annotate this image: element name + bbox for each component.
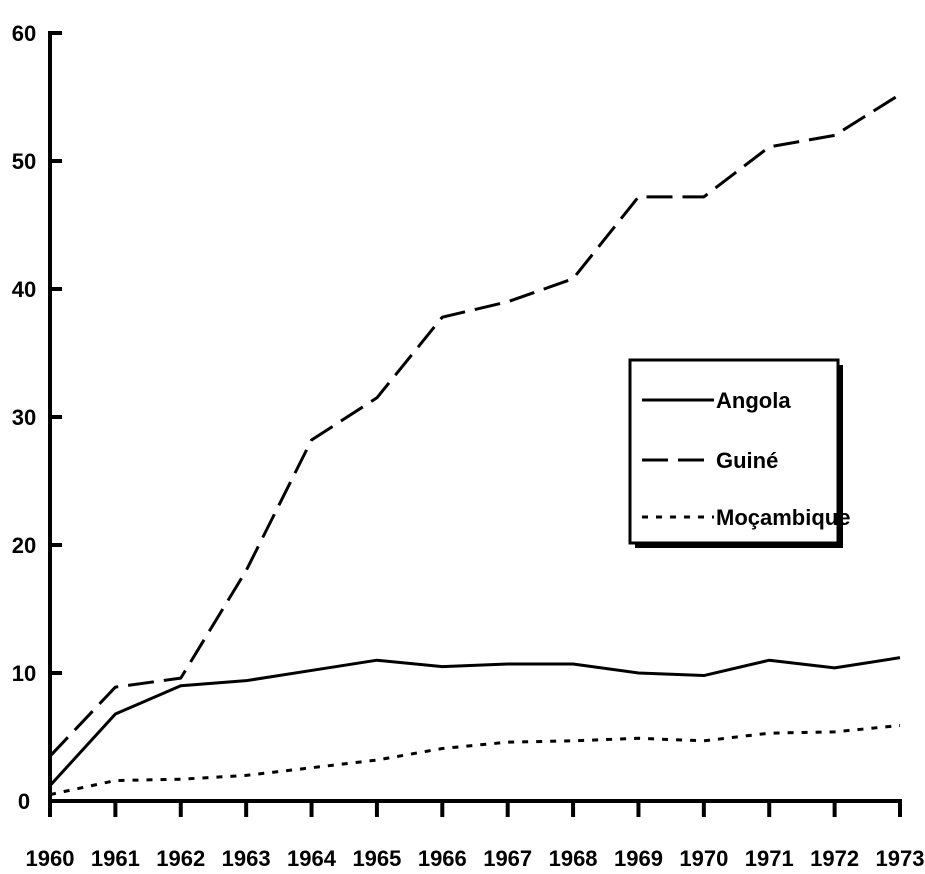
x-tick-label: 1961 <box>91 846 140 871</box>
y-tick-label: 20 <box>12 533 36 558</box>
x-tick-label: 1967 <box>483 846 532 871</box>
series-line-guin <box>48 93 901 758</box>
x-tick-label: 1966 <box>418 846 467 871</box>
series-line-angola <box>48 656 901 787</box>
y-tick-label: 10 <box>12 661 36 686</box>
y-tick-label: 50 <box>12 149 36 174</box>
x-tick-label: 1969 <box>614 846 663 871</box>
series-line-moambique <box>49 723 901 797</box>
y-tick-label: 30 <box>12 405 36 430</box>
x-tick-label: 1963 <box>222 846 271 871</box>
legend-label: Moçambique <box>716 505 850 530</box>
x-tick-label: 1972 <box>810 846 859 871</box>
axes: 0 10 20 30 40 50 60 1960 1961 1962 1963 1964 1965 196… <box>12 21 925 871</box>
x-tick-label: 1960 <box>26 846 75 871</box>
x-tick-label: 1970 <box>679 846 728 871</box>
y-tick-label: 60 <box>12 21 36 46</box>
x-tick-label: 1973 <box>876 846 925 871</box>
y-tick-label: 0 <box>18 789 30 814</box>
legend-box <box>628 358 840 545</box>
legend-label: Guiné <box>716 448 778 473</box>
legend-label: Angola <box>716 388 791 413</box>
legend: Angola Guiné Moçambique <box>628 358 850 548</box>
x-tick-label: 1968 <box>549 846 598 871</box>
x-tick-label: 1965 <box>352 846 401 871</box>
x-tick-label: 1962 <box>156 846 205 871</box>
series-layer <box>48 93 901 797</box>
x-tick-label: 1964 <box>287 846 337 871</box>
y-tick-label: 40 <box>12 277 36 302</box>
x-tick-label: 1971 <box>745 846 794 871</box>
